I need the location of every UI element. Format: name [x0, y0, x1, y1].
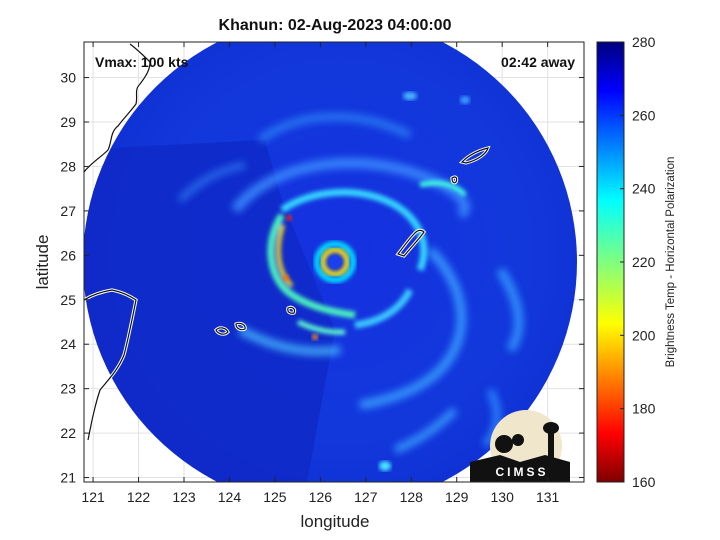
- x-tick-label: 123: [172, 489, 196, 505]
- logo-text: CIMSS: [495, 465, 548, 479]
- colorbar-tick-label: 260: [632, 107, 656, 123]
- y-tick-label: 24: [60, 336, 76, 352]
- x-tick-label: 128: [400, 489, 424, 505]
- colorbar-tick-label: 200: [632, 327, 656, 343]
- y-tick-label: 28: [60, 158, 76, 174]
- x-tick-label: 126: [309, 489, 333, 505]
- x-tick-label: 127: [354, 489, 378, 505]
- colorbar: [596, 41, 625, 483]
- y-axis-label: latitude: [33, 235, 52, 290]
- colorbar-ticks: 160 180 200 220 240 260 280: [620, 34, 656, 490]
- colorbar-tick-label: 280: [632, 34, 656, 50]
- x-tick-label: 125: [263, 489, 287, 505]
- plot-frame: [83, 41, 585, 483]
- x-tick-label: 129: [445, 489, 469, 505]
- y-tick-label: 27: [60, 203, 76, 219]
- colorbar-label: Brightness Temp - Horizontal Polarizatio…: [665, 157, 677, 368]
- chart-title: Khanun: 02-Aug-2023 04:00:00: [219, 17, 452, 34]
- y-tick-label: 30: [60, 70, 76, 86]
- y-tick-label: 29: [60, 114, 76, 130]
- colorbar-tick-label: 240: [632, 181, 656, 197]
- colorbar-tick-label: 180: [632, 401, 656, 417]
- y-axis: 21 22 23 24 25 26 27 28 29 30: [60, 70, 584, 486]
- colorbar-tick-label: 160: [632, 474, 656, 490]
- x-axis-label: longitude: [300, 512, 369, 531]
- colorbar-tick-label: 220: [632, 254, 656, 270]
- y-tick-label: 25: [60, 292, 76, 308]
- y-tick-label: 23: [60, 381, 76, 397]
- x-axis: 121 122 123 124 125 126 127 128 129 130 131: [81, 42, 560, 505]
- x-tick-label: 122: [127, 489, 151, 505]
- y-tick-label: 21: [60, 470, 76, 486]
- x-tick-label: 121: [81, 489, 105, 505]
- y-tick-label: 22: [60, 425, 76, 441]
- x-tick-label: 131: [536, 489, 560, 505]
- y-tick-label: 26: [60, 247, 76, 263]
- vmax-annotation: Vmax: 100 kts: [95, 54, 189, 70]
- time-offset-annotation: 02:42 away: [501, 54, 575, 70]
- x-tick-label: 130: [491, 489, 515, 505]
- x-tick-label: 124: [218, 489, 242, 505]
- cimss-logo: CIMSS: [470, 410, 570, 482]
